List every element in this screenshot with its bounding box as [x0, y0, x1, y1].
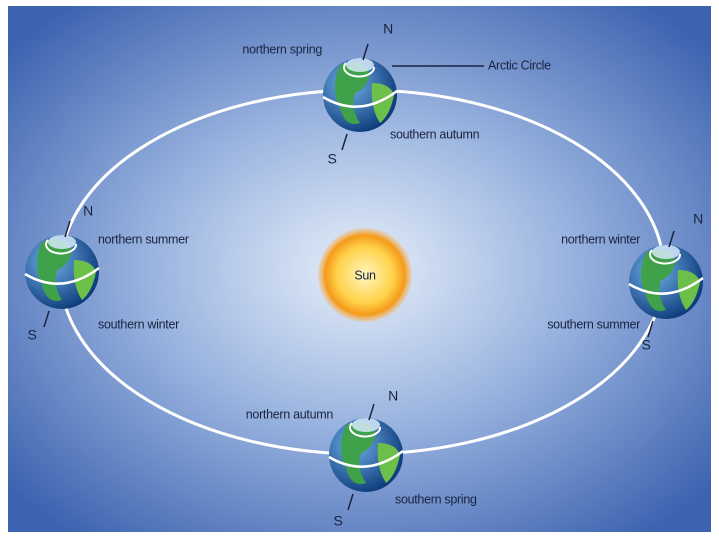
- season-label: southern spring: [395, 492, 477, 506]
- land: [37, 235, 96, 301]
- rotation-arrow: [322, 90, 398, 108]
- axis: [362, 43, 369, 61]
- north-label: N: [388, 388, 398, 404]
- season-label: southern summer: [547, 317, 640, 331]
- continent: [37, 239, 72, 301]
- earth: [24, 220, 100, 328]
- north-label: N: [693, 211, 703, 227]
- continent: [371, 83, 394, 123]
- continent: [677, 270, 700, 310]
- south-label: S: [327, 151, 336, 167]
- ice: [346, 58, 374, 72]
- south-label: S: [27, 327, 36, 343]
- arctic-circle: [349, 422, 381, 438]
- axis: [43, 310, 50, 328]
- land: [641, 245, 700, 311]
- north-label: N: [83, 203, 93, 219]
- continent: [335, 62, 370, 124]
- south-label: S: [333, 513, 342, 529]
- axis: [368, 403, 375, 421]
- season-label: northern autumn: [246, 407, 334, 421]
- arctic-circle: [649, 249, 681, 265]
- continent: [341, 422, 376, 484]
- rotation-arrow: [328, 450, 404, 468]
- axis: [668, 230, 675, 248]
- land: [335, 58, 394, 124]
- season-label: southern autumn: [390, 127, 480, 141]
- continent: [73, 260, 96, 300]
- sun: [318, 228, 412, 322]
- continent: [641, 249, 676, 311]
- earth: [628, 230, 704, 338]
- annotation-label: Arctic Circle: [488, 58, 551, 72]
- season-label: northern winter: [561, 232, 640, 246]
- axis: [647, 320, 654, 338]
- ice: [652, 245, 680, 259]
- axis: [341, 133, 348, 151]
- earth: [328, 403, 404, 511]
- rotation-arrow: [628, 277, 704, 295]
- season-label: southern winter: [98, 317, 179, 331]
- earth: [322, 43, 398, 151]
- rotation-arrow: [24, 267, 100, 285]
- sun-label: Sun: [354, 268, 376, 282]
- axis: [64, 220, 71, 238]
- arctic-circle: [45, 239, 77, 255]
- ice: [352, 418, 380, 432]
- season-label: northern spring: [242, 42, 322, 56]
- ice: [48, 235, 76, 249]
- axis: [347, 493, 354, 511]
- arctic-circle: [343, 62, 375, 78]
- land: [341, 418, 400, 484]
- season-label: northern summer: [98, 232, 189, 246]
- south-label: S: [641, 337, 650, 353]
- continent: [377, 443, 400, 483]
- north-label: N: [383, 21, 393, 37]
